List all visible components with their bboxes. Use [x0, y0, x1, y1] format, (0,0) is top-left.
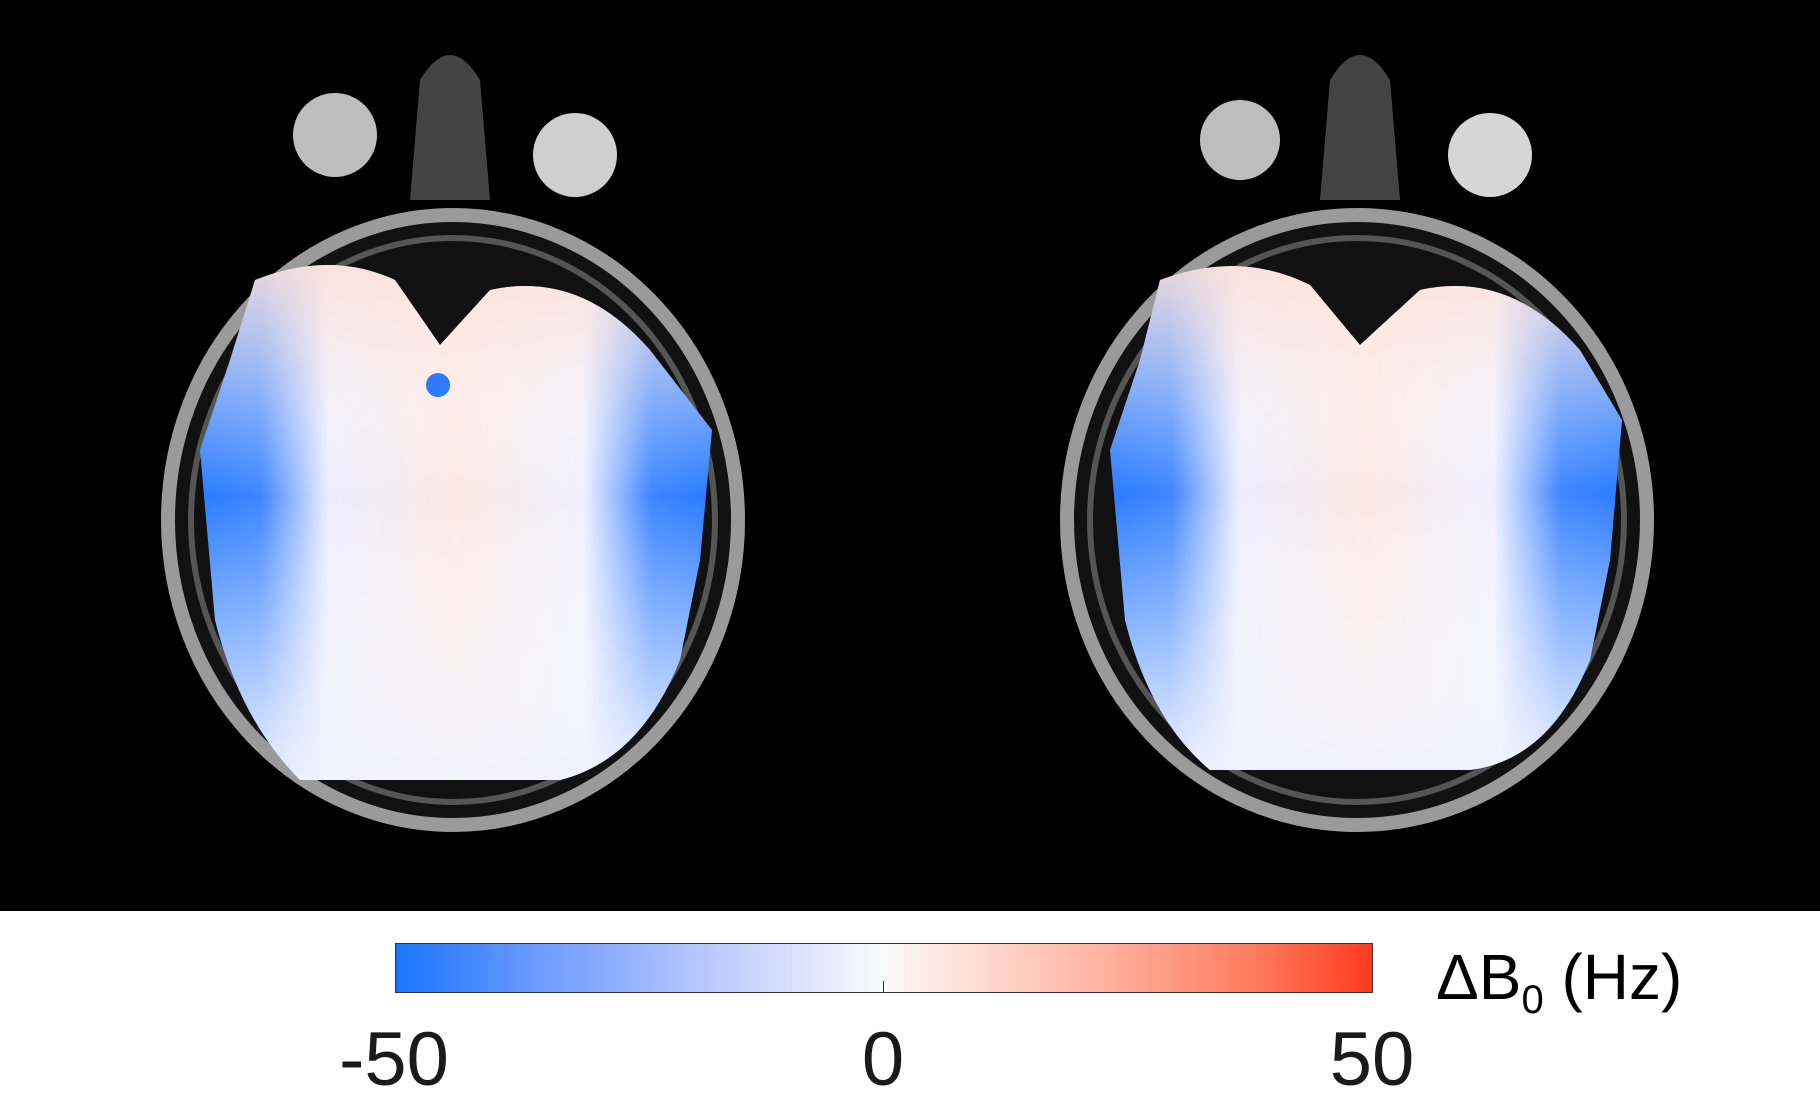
label-unit: (Hz): [1543, 941, 1683, 1013]
mri-panel: [0, 0, 1820, 911]
label-subscript: 0: [1521, 977, 1544, 1022]
tick-label-min: -50: [339, 1017, 449, 1102]
eye-right: [533, 113, 617, 197]
left-slice: [161, 55, 745, 832]
colorbar: [395, 943, 1373, 993]
eye-right: [1448, 113, 1532, 197]
colorbar-label: ΔB0 (Hz): [1436, 945, 1682, 1020]
eye-left: [1200, 100, 1280, 180]
right-slice: [1060, 55, 1654, 832]
mri-slices: [161, 55, 1654, 832]
tick-label-zero: 0: [861, 1017, 905, 1102]
eye-left: [293, 93, 377, 177]
label-prefix: ΔB: [1436, 941, 1522, 1013]
tick-label-max: 50: [1329, 1017, 1415, 1102]
colorbar-zero-tick: [883, 981, 884, 992]
